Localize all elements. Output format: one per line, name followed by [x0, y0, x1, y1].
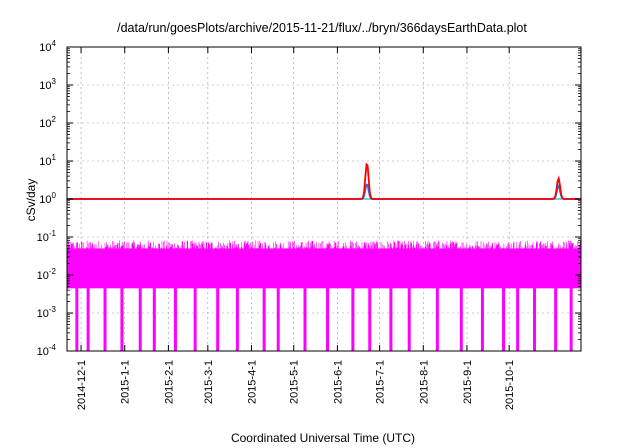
- y-tick-label: 10-2: [37, 267, 57, 282]
- series-2: [67, 183, 581, 200]
- series-dip: [103, 288, 107, 351]
- series-dip: [459, 288, 463, 351]
- series-dip: [276, 288, 280, 351]
- x-tick-label: 2015-1-1: [120, 360, 132, 404]
- series-dip: [120, 288, 124, 351]
- y-tick-label: 103: [39, 77, 56, 92]
- series-dip: [351, 288, 355, 351]
- x-tick-label: 2015-8-1: [418, 360, 430, 404]
- x-tick-label: 2015-2-1: [163, 360, 175, 404]
- series-dip: [480, 288, 484, 351]
- y-tick-label: 101: [39, 153, 56, 168]
- series-dip: [516, 288, 520, 351]
- chart-title: /data/run/goesPlots/archive/2015-11-21/f…: [117, 21, 527, 35]
- y-tick-label: 100: [39, 191, 56, 206]
- series-dip: [569, 288, 573, 351]
- series-dip: [86, 288, 90, 351]
- x-tick-label: 2014-12-1: [76, 360, 88, 410]
- y-tick-label: 104: [39, 39, 56, 54]
- series-dip: [235, 288, 239, 351]
- series-dip: [502, 288, 506, 351]
- series-dip: [326, 288, 330, 351]
- y-tick-label: 10-1: [37, 229, 57, 244]
- series-0: [66, 240, 581, 351]
- y-tick-label: 10-3: [37, 305, 57, 320]
- series-dip: [262, 288, 266, 351]
- series-dip: [435, 288, 439, 351]
- x-tick-label: 2015-4-1: [246, 360, 258, 404]
- x-tick-label: 2015-6-1: [332, 360, 344, 404]
- series-dip: [193, 288, 197, 351]
- y-tick-label: 10-4: [37, 343, 57, 358]
- series-dip: [152, 288, 156, 351]
- series-dip: [554, 288, 558, 351]
- series-line: [67, 183, 581, 200]
- series-dip: [533, 288, 537, 351]
- series-dip: [368, 288, 372, 351]
- plot-area: [66, 162, 581, 351]
- y-tick-label: 102: [39, 115, 56, 130]
- series-3: [67, 162, 581, 200]
- x-tick-label: 2015-3-1: [203, 360, 215, 404]
- x-tick-label: 2015-9-1: [462, 360, 474, 404]
- y-axis: 10-4 10-3 10-2 10-1 100 101 102 103 104: [37, 39, 581, 358]
- series-noise: [66, 240, 581, 289]
- x-tick-label: 2015-7-1: [375, 360, 387, 404]
- series-dip: [216, 288, 220, 351]
- series-dip: [303, 288, 307, 351]
- x-tick-label: 2015-10-1: [504, 360, 516, 410]
- x-axis: 2014-12-1 2015-1-1 2015-2-1 2015-3-1 2015-4-…: [76, 47, 516, 410]
- series-dip: [138, 288, 142, 351]
- series-dip: [75, 288, 79, 351]
- x-tick-label: 2015-5-1: [289, 360, 301, 404]
- series-dip: [173, 288, 177, 351]
- series-line: [67, 162, 581, 200]
- series-dip: [407, 288, 411, 351]
- y-axis-label: cSv/day: [24, 179, 38, 222]
- series-dip: [389, 288, 393, 351]
- x-axis-label: Coordinated Universal Time (UTC): [231, 431, 415, 445]
